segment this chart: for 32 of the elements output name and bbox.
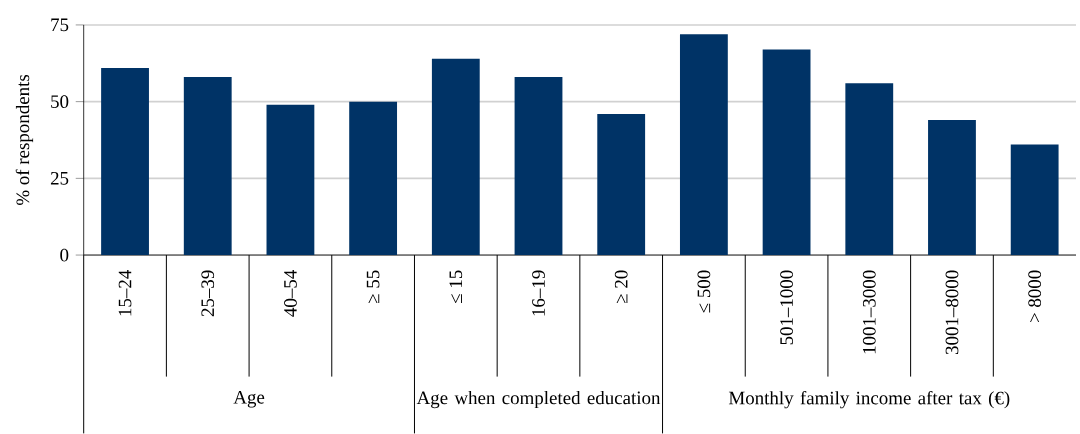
text: Monthly family income after tax (€)	[728, 390, 1010, 409]
x-tick-label: 16–19	[532, 270, 545, 316]
bar	[845, 83, 894, 256]
x-tick-label: ≤ 500	[697, 270, 711, 313]
text: Age when completed education	[416, 391, 661, 409]
y-tick-label: 75	[51, 18, 69, 32]
x-tick-label: > 8000	[1028, 270, 1042, 323]
bar	[514, 77, 563, 256]
bar	[928, 120, 976, 256]
bar	[431, 58, 480, 256]
bar	[101, 67, 149, 256]
bar	[762, 49, 811, 256]
x-tick-label: 40–54	[284, 270, 297, 317]
y-axis-title: % of respondents	[15, 75, 34, 206]
y-tick-label: 0	[60, 248, 69, 262]
x-tick-label: 3001–8000	[945, 270, 959, 355]
x-tick-label: 501–1000	[780, 270, 793, 345]
x-tick-label: ≥ 20	[614, 270, 628, 304]
x-tick-label: ≤ 15	[449, 270, 463, 304]
text: Age	[233, 390, 265, 408]
x-tick-label: 15–24	[118, 270, 132, 316]
bar	[266, 104, 315, 256]
x-tick-label: 25–39	[201, 270, 215, 317]
bar	[183, 77, 232, 256]
bar	[597, 113, 646, 256]
bar	[679, 34, 728, 256]
bar	[349, 101, 398, 256]
x-tick-label: ≥ 55	[366, 270, 380, 304]
x-tick-label: 1001–3000	[862, 270, 876, 354]
y-tick-label: 25	[50, 172, 69, 185]
bar	[1010, 144, 1059, 256]
y-tick-label: 50	[51, 95, 69, 109]
